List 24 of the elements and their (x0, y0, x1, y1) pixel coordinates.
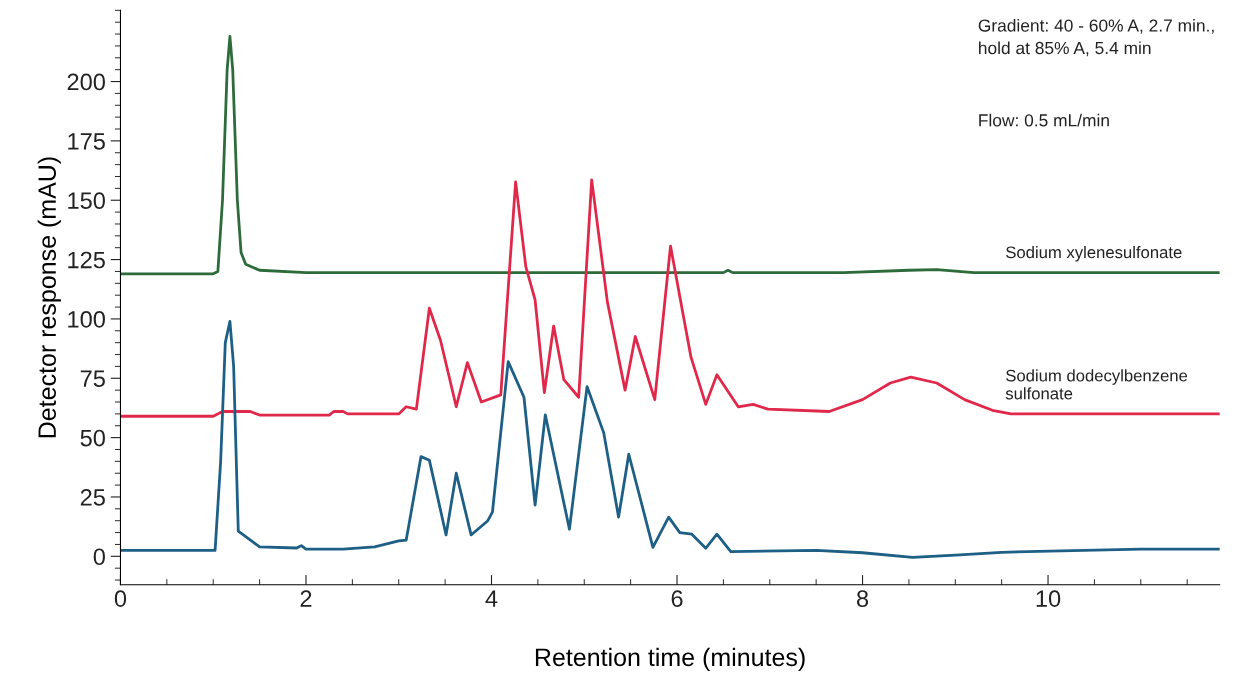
y-tick-label: 175 (68, 133, 105, 150)
x-tick-label: 0 (114, 590, 127, 607)
line-series (120, 178, 1220, 418)
x-tick-label: 10 (1036, 590, 1061, 607)
line-series (120, 35, 1220, 276)
y-tick-label: 150 (68, 192, 105, 210)
series-label: Sodium xylenesulfonate (1006, 245, 1182, 262)
x-tick-label: 8 (856, 590, 869, 607)
x-axis-title: Retention time (minutes) (535, 647, 805, 672)
y-axis-title: Detector response (mAU) (37, 157, 61, 438)
y-tick-label: 100 (68, 310, 105, 328)
y-tick-label: 50 (80, 429, 105, 447)
annotation: Flow: 0.5 mL/min (979, 113, 1109, 127)
y-tick-label: 75 (80, 370, 105, 388)
y-tick-label: 200 (67, 73, 105, 91)
y-tick-label: 125 (68, 251, 105, 269)
x-tick-label: 6 (671, 590, 683, 607)
annotation: Gradient: 40 - 60% A, 2.7 min., hold at 85% A, 5.4 min (978, 18, 1214, 57)
y-tick-label: 25 (80, 489, 105, 506)
x-tick-label: 2 (300, 590, 312, 607)
series-label: Sodium dodecylbenzene sulfonate (1005, 369, 1188, 400)
x-tick-label: 4 (485, 590, 498, 607)
line-series (120, 319, 1220, 559)
y-tick-label: 0 (93, 548, 105, 566)
